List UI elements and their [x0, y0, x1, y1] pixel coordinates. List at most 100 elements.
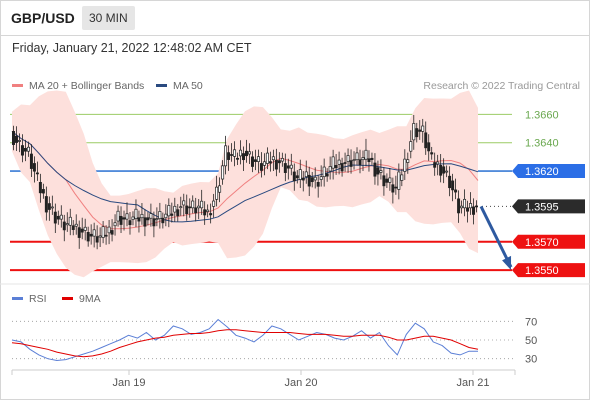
candle-body [41, 189, 45, 194]
candle-body [131, 216, 135, 220]
candle-body [83, 226, 87, 231]
candle-body [239, 149, 243, 157]
candle-body [382, 175, 386, 187]
candle [397, 163, 401, 200]
candle-body [337, 159, 341, 165]
candle [307, 166, 311, 197]
candle [274, 148, 278, 177]
timeframe-badge[interactable]: 30 MIN [82, 6, 135, 30]
candle-body [224, 145, 228, 167]
price-label-bg-1.3570 [512, 234, 585, 249]
candle-body [436, 161, 440, 165]
candle-body [12, 131, 15, 145]
candle-body [47, 203, 51, 210]
candle-body [209, 213, 213, 216]
candle [256, 149, 260, 173]
candle-body [412, 123, 416, 141]
candle-body [334, 165, 338, 169]
candle [12, 125, 15, 151]
candle-body [155, 218, 159, 221]
candle-body [454, 189, 458, 193]
candle [77, 220, 81, 249]
candle [286, 158, 290, 180]
candle [361, 150, 365, 172]
candle-body [394, 186, 398, 189]
candle-body [343, 162, 347, 164]
candle-body [137, 217, 141, 222]
candle [349, 149, 353, 174]
candle-body [274, 159, 278, 170]
candle-body [301, 177, 305, 181]
candle [433, 152, 437, 176]
candle [110, 219, 114, 242]
rsi-tick-label: 50 [525, 335, 537, 347]
candle [203, 201, 207, 225]
candle [463, 189, 467, 217]
candle-body [433, 162, 437, 168]
candle-body [50, 206, 54, 209]
candle [128, 212, 132, 235]
candle [379, 159, 383, 180]
candle-body [442, 166, 446, 174]
candle-body [218, 185, 222, 193]
candle-body [140, 213, 144, 219]
legend-ma20-label: MA 20 + Bollinger Bands [29, 80, 145, 92]
candle [313, 167, 317, 189]
candle-body [340, 163, 344, 172]
candle-body [56, 215, 60, 220]
candle-body [268, 161, 272, 164]
candle [340, 157, 344, 177]
candle [334, 154, 338, 175]
candle-body [346, 155, 350, 162]
candle [194, 197, 198, 222]
candle [182, 193, 186, 217]
candle-body [295, 175, 299, 179]
candle [259, 152, 263, 178]
candle-body [457, 198, 461, 214]
candle [23, 139, 27, 162]
candle [271, 149, 275, 172]
header-divider [0, 35, 590, 36]
candle-body [427, 142, 431, 152]
candle [247, 143, 251, 164]
candle [197, 199, 201, 220]
candle [277, 152, 281, 173]
rsi-series-RSI [11, 318, 478, 362]
price-label-1.3595: 1.3595 [525, 201, 559, 213]
candle-body [439, 165, 443, 176]
candle [445, 165, 449, 178]
candle-body [367, 158, 371, 163]
candle [376, 160, 380, 186]
candle-body [373, 162, 377, 177]
candle [53, 203, 57, 234]
candle-body [134, 208, 138, 220]
candle [436, 154, 440, 176]
candle-body [122, 217, 126, 220]
candle-body [104, 234, 108, 237]
candle-body [319, 176, 323, 180]
candle [373, 153, 377, 185]
rsi-tick-label: 30 [525, 354, 537, 366]
price-label-bg-1.3550 [512, 263, 585, 278]
candle-body [71, 225, 75, 230]
candle [253, 149, 257, 171]
candle [95, 225, 99, 250]
candle [65, 212, 69, 232]
candle [164, 204, 168, 227]
candle-body [86, 231, 90, 242]
candle-body [259, 163, 263, 171]
candle-body [247, 151, 251, 155]
candle-body [370, 157, 374, 160]
candle-body [466, 207, 470, 212]
candle-body [188, 206, 192, 209]
price-label-1.3640: 1.3640 [525, 138, 559, 150]
candle-body [358, 159, 362, 166]
candle [116, 205, 120, 227]
candle [14, 126, 18, 152]
candle-body [331, 156, 335, 169]
candle [245, 139, 248, 163]
candle-body [77, 227, 81, 238]
candle [442, 158, 446, 184]
candle-body [38, 181, 42, 194]
